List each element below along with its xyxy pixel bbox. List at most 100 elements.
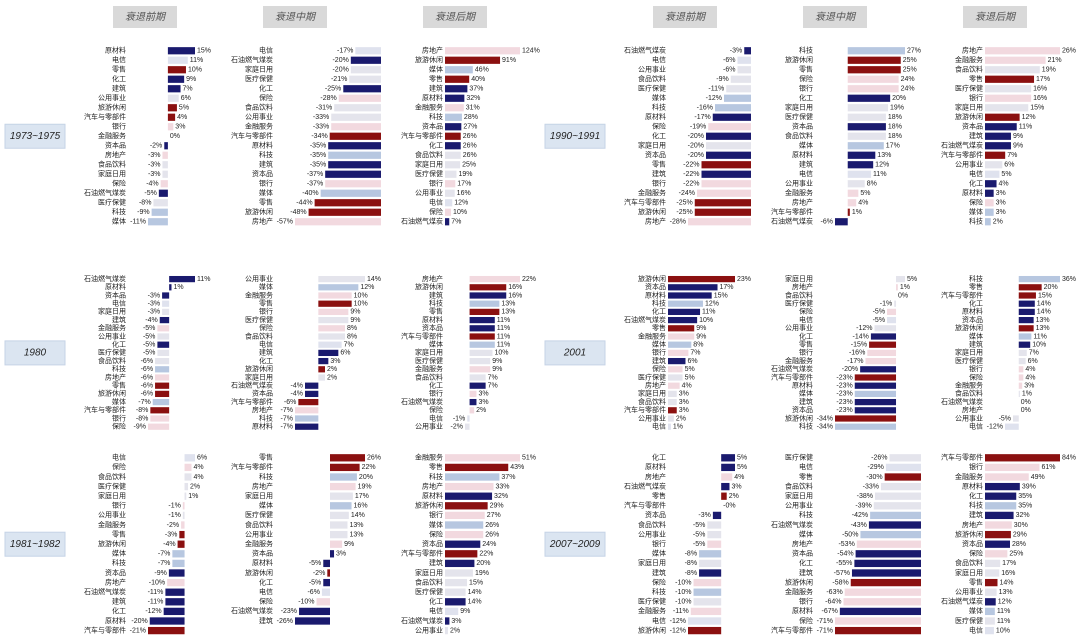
value-label: 3% — [679, 391, 689, 398]
value-label: 2% — [993, 219, 1003, 226]
value-label: 39% — [1022, 483, 1036, 490]
category-label: 零售 — [969, 282, 983, 291]
category-label: 原材料 — [422, 315, 443, 324]
category-label: 零售 — [429, 307, 443, 316]
category-label: 金融服务 — [638, 606, 666, 615]
bar — [331, 113, 381, 121]
value-label: 3% — [731, 483, 741, 490]
bar — [847, 56, 901, 64]
bar — [172, 559, 185, 568]
value-label: 19% — [475, 570, 489, 577]
category-label: 旅游休闲 — [98, 389, 126, 398]
value-label: 91% — [502, 57, 516, 64]
bar — [730, 75, 751, 83]
category-label: 保险 — [969, 549, 983, 558]
bar — [167, 578, 185, 587]
bar — [445, 104, 464, 112]
value-label: -1% — [168, 503, 180, 510]
bar — [839, 607, 921, 616]
category-label: 科技 — [652, 587, 666, 596]
category-label: 家庭日用 — [415, 568, 443, 577]
category-label: 食品饮料 — [98, 160, 126, 169]
value-label: 5% — [737, 464, 747, 471]
bar — [445, 189, 455, 197]
category-label: 科技 — [429, 112, 443, 121]
value-label: -42% — [852, 512, 868, 519]
bar — [330, 473, 357, 481]
bar — [847, 189, 859, 197]
value-label: 37% — [469, 86, 483, 93]
value-label: -6% — [723, 57, 735, 64]
category-label: 食品饮料 — [955, 65, 983, 74]
category-label: 媒体 — [112, 217, 126, 226]
category-label: 旅游休闲 — [415, 501, 443, 510]
header-box — [113, 6, 177, 28]
value-label: 18% — [888, 114, 902, 121]
category-label: 建筑 — [259, 160, 273, 169]
value-label: -11% — [148, 589, 164, 596]
bar — [305, 390, 319, 398]
bar — [338, 94, 381, 102]
value-label: 6% — [1004, 162, 1014, 169]
bar — [881, 482, 921, 491]
value-label: -6% — [723, 67, 735, 74]
value-label: 124% — [522, 48, 540, 55]
bar — [148, 423, 170, 430]
bar — [295, 407, 319, 414]
value-label: 24% — [901, 76, 915, 83]
value-label: -9% — [716, 76, 728, 83]
value-label: -2% — [150, 143, 162, 150]
bar — [469, 308, 500, 316]
bar — [985, 482, 1020, 491]
bar — [985, 578, 998, 587]
category-label: 保险 — [429, 405, 443, 414]
bar — [150, 415, 170, 422]
bar — [870, 511, 921, 520]
value-label: -10% — [675, 599, 691, 606]
value-label: -11% — [708, 86, 724, 93]
category-label: 家庭日用 — [785, 274, 813, 283]
value-label: 46% — [475, 67, 489, 74]
value-label: -8% — [136, 415, 148, 422]
bar — [985, 559, 1001, 568]
category-label: 电信 — [969, 169, 983, 178]
value-label: 13% — [501, 301, 515, 308]
category-label: 零售 — [429, 74, 443, 83]
value-label: 6% — [181, 95, 191, 102]
value-label: -6% — [307, 589, 319, 596]
bar — [320, 189, 381, 197]
value-label: 10% — [354, 292, 368, 299]
category-label: 化工 — [969, 491, 983, 500]
value-label: 7% — [1007, 152, 1017, 159]
category-label: 电信 — [429, 606, 443, 615]
value-label: 2% — [190, 483, 200, 490]
bar — [1018, 300, 1035, 307]
category-label: 旅游休闲 — [245, 207, 273, 216]
category-label: 媒体 — [969, 207, 983, 216]
bar — [835, 423, 897, 430]
category-label: 资本品 — [962, 315, 983, 324]
value-label: 9% — [1013, 143, 1023, 150]
category-label: 汽车与零部件 — [401, 131, 443, 140]
bar — [985, 617, 995, 625]
value-label: -9% — [134, 424, 146, 431]
value-label: 26% — [463, 143, 477, 150]
category-label: 媒体 — [112, 397, 126, 406]
bar — [668, 349, 689, 357]
bar — [835, 617, 921, 625]
category-label: 化工 — [799, 93, 813, 102]
value-label: -31% — [316, 105, 332, 112]
bar — [157, 333, 170, 340]
bar — [469, 366, 491, 373]
header-box — [423, 6, 487, 28]
category-label: 医疗保健 — [785, 299, 813, 308]
value-label: -7% — [281, 407, 293, 414]
category-label: 食品饮料 — [415, 150, 443, 159]
category-label: 汽车与零部件 — [624, 405, 666, 414]
category-label: 原材料 — [792, 606, 813, 615]
category-label: 科技 — [259, 150, 273, 159]
value-label: -10% — [298, 599, 314, 606]
bar — [299, 607, 330, 616]
bar — [854, 407, 897, 414]
